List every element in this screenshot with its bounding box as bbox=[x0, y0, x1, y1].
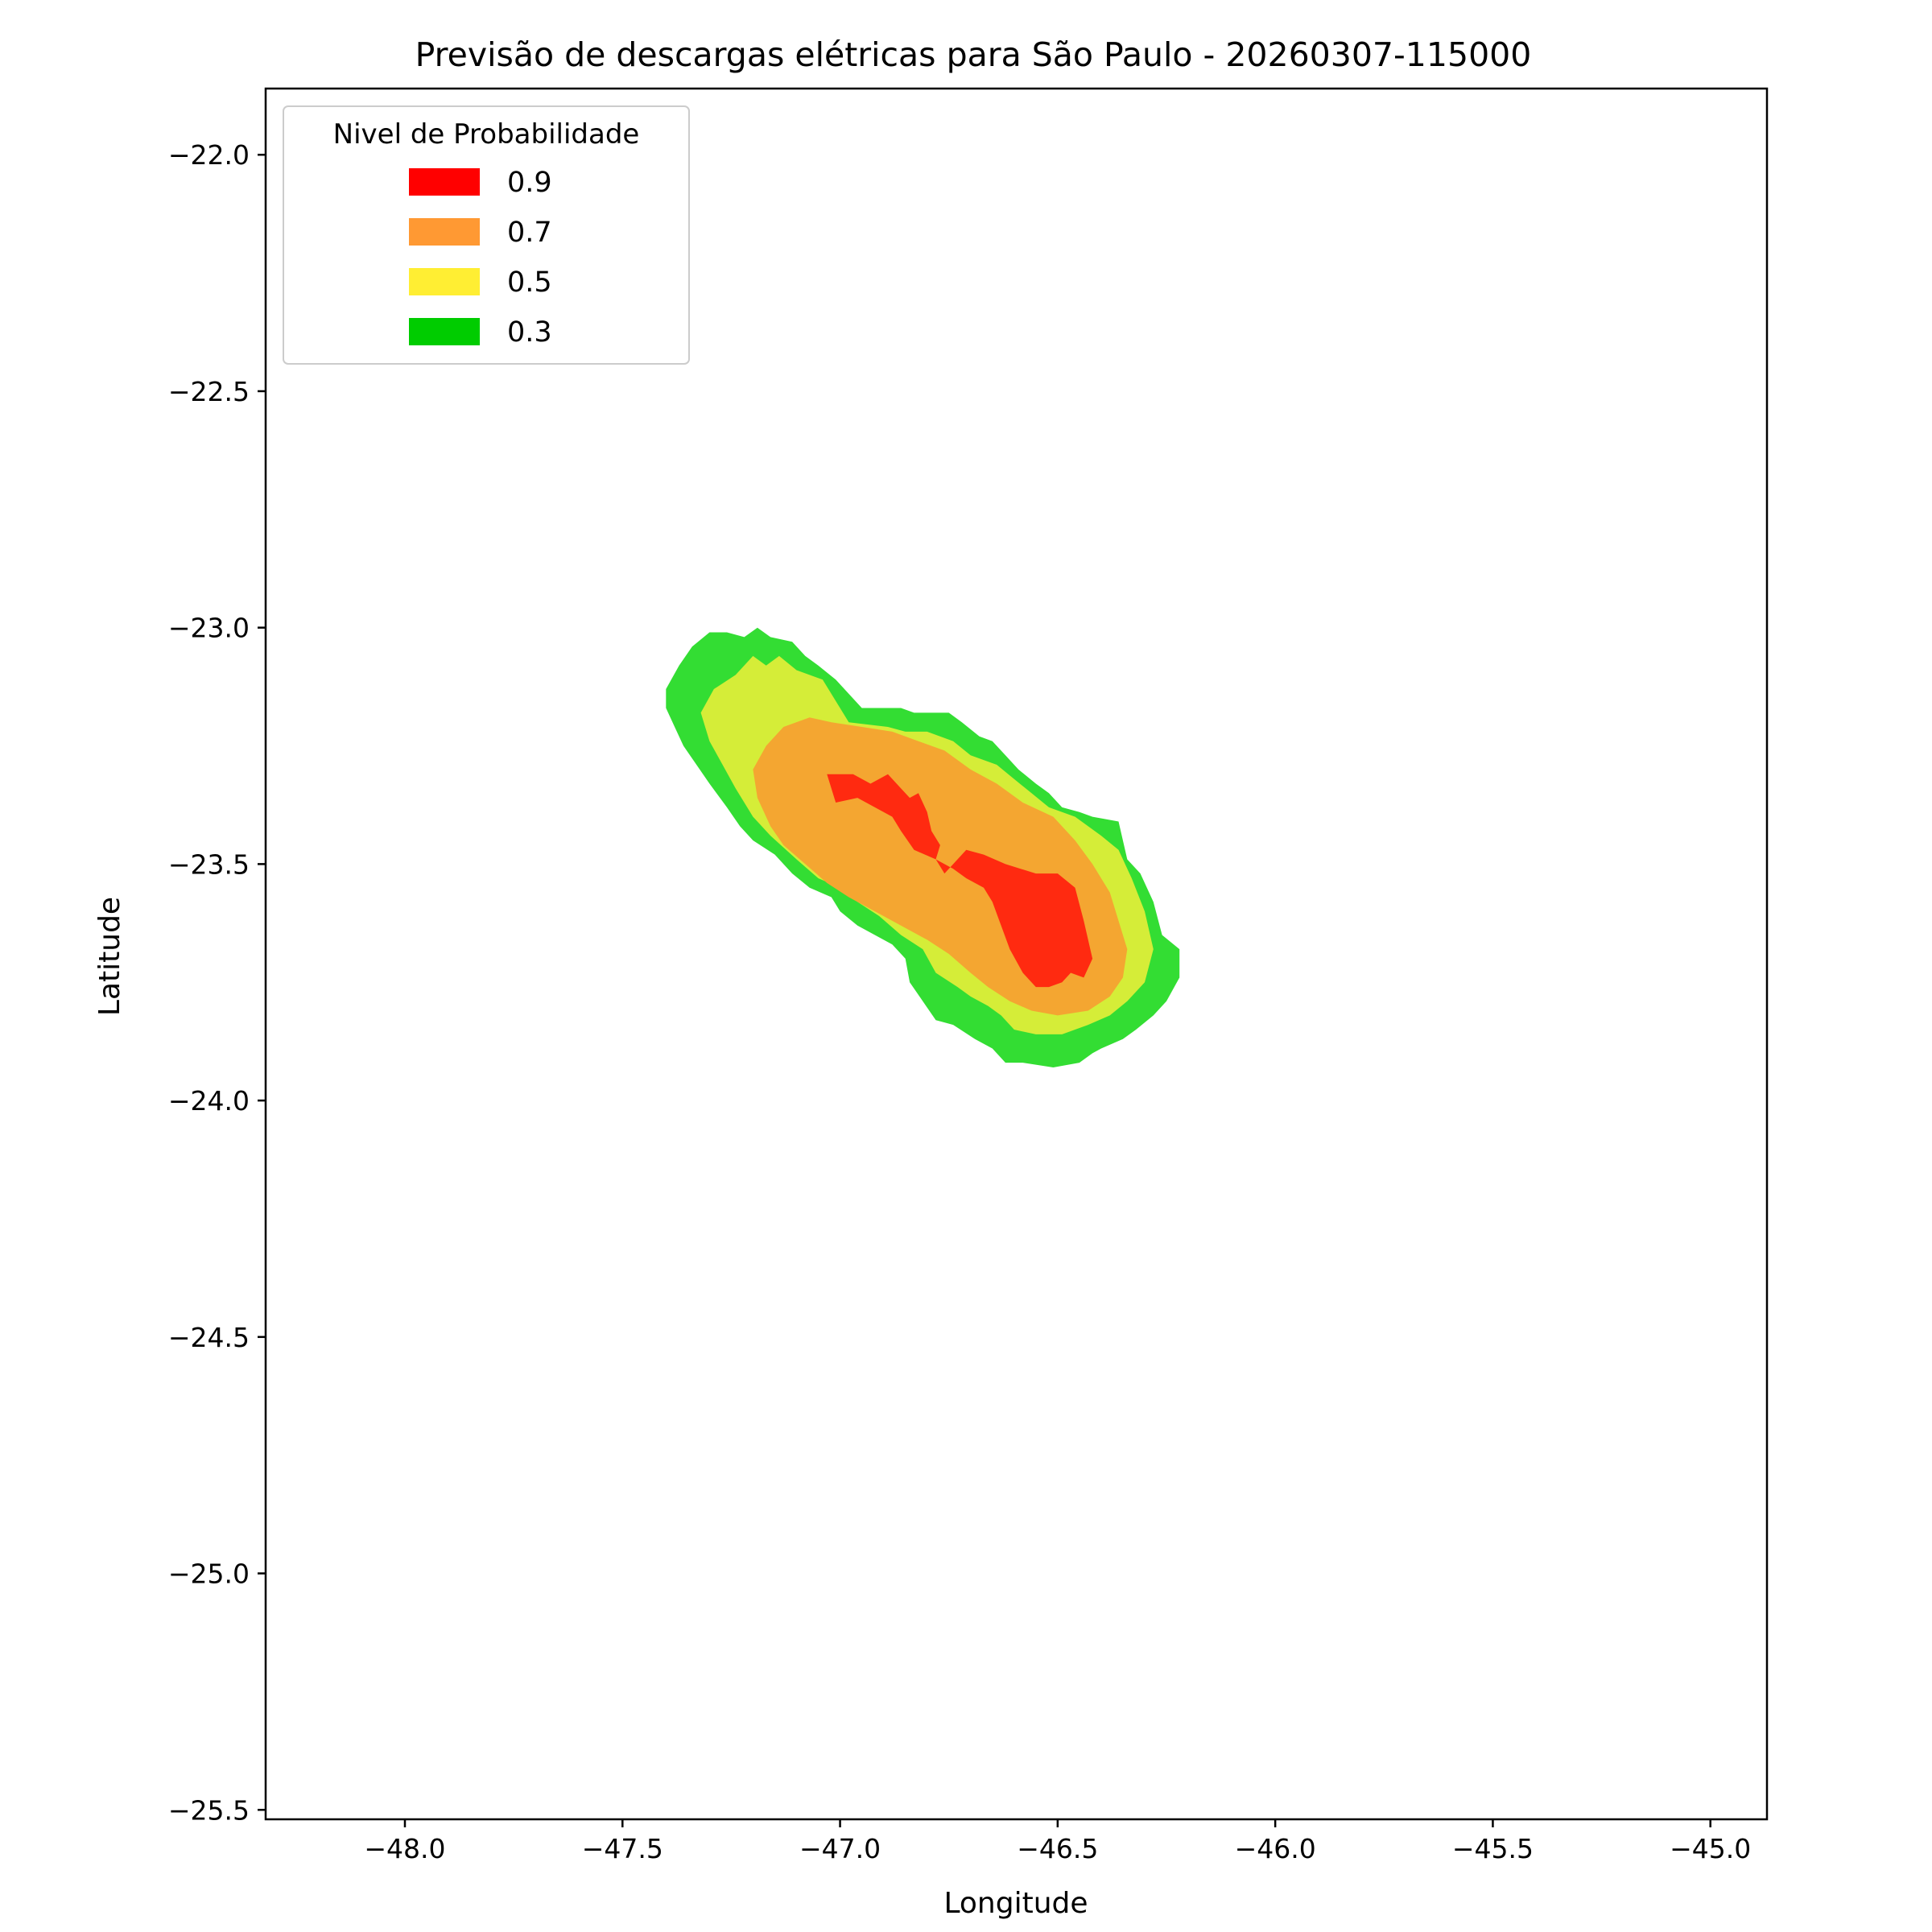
y-tick-label: −22.0 bbox=[168, 139, 250, 171]
x-tick-label: −47.5 bbox=[582, 1833, 663, 1864]
y-tick-label: −24.5 bbox=[168, 1322, 250, 1353]
plot-area bbox=[264, 87, 1769, 1821]
legend-label-0.3: 0.3 bbox=[507, 316, 552, 349]
y-tick-label: −23.5 bbox=[168, 848, 250, 880]
legend-title: Nivel de Probabilidade bbox=[333, 118, 640, 151]
legend-swatch-0.5 bbox=[409, 268, 480, 295]
axes-frame bbox=[264, 87, 1769, 1821]
legend-label-0.9: 0.9 bbox=[507, 167, 552, 199]
x-tick-label: −48.0 bbox=[364, 1833, 445, 1864]
legend-swatch-0.3 bbox=[409, 318, 480, 345]
y-tick-label: −23.0 bbox=[168, 613, 250, 644]
x-tick-label: −47.0 bbox=[799, 1833, 881, 1864]
legend: Nivel de Probabilidade 0.9 0.7 0.5 0.3 bbox=[283, 105, 690, 365]
legend-swatch-0.7 bbox=[409, 218, 480, 246]
y-tick-label: −22.5 bbox=[168, 376, 250, 407]
chart-title: Previsão de descargas elétricas para São… bbox=[415, 35, 1532, 74]
legend-entries: 0.9 0.7 0.5 0.3 bbox=[409, 167, 552, 349]
x-axis-label: Longitude bbox=[943, 1887, 1088, 1920]
y-tick-label: −25.5 bbox=[168, 1794, 250, 1826]
y-tick-label: −25.0 bbox=[168, 1558, 250, 1590]
x-tick-label: −45.0 bbox=[1670, 1833, 1751, 1864]
x-tick-label: −45.5 bbox=[1452, 1833, 1534, 1864]
y-tick-label: −24.0 bbox=[168, 1085, 250, 1117]
y-axis-ticks: −22.0 −22.5 −23.0 −23.5 −24.0 −24.5 −25.0 −25.5 bbox=[168, 139, 266, 1826]
legend-label-0.7: 0.7 bbox=[507, 217, 552, 249]
contour-region-0.9 bbox=[827, 774, 1093, 988]
x-tick-label: −46.0 bbox=[1235, 1833, 1316, 1864]
legend-label-0.5: 0.5 bbox=[507, 266, 552, 299]
x-tick-label: −46.5 bbox=[1017, 1833, 1098, 1864]
legend-swatch-0.9 bbox=[409, 168, 480, 196]
contour-regions bbox=[666, 627, 1180, 1067]
x-axis-ticks: −48.0 −47.5 −47.0 −46.5 −46.0 −45.5 −45.0 bbox=[364, 1819, 1751, 1864]
legend-box bbox=[283, 105, 690, 365]
y-axis-label: Latitude bbox=[93, 897, 126, 1016]
